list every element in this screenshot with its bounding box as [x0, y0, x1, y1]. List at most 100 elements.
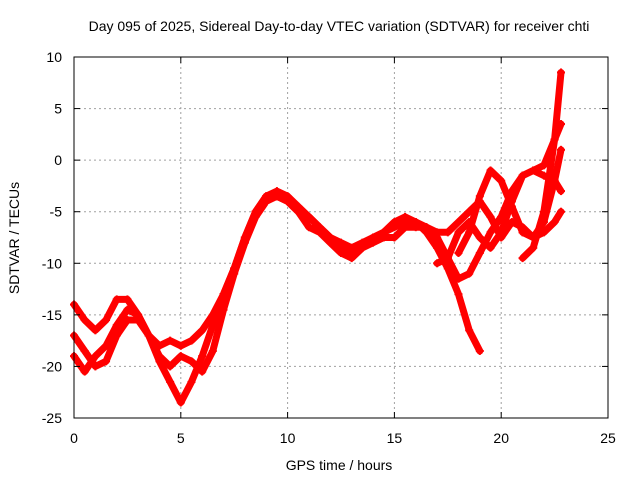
series-1-point	[166, 336, 175, 345]
series-3-point	[475, 248, 484, 257]
series-2-point	[123, 316, 132, 325]
series-5-point	[454, 248, 463, 257]
x-tick-label: 5	[177, 430, 185, 446]
series-2-point	[454, 218, 463, 227]
series-2-point	[550, 218, 559, 227]
series-4-point	[433, 259, 442, 268]
series-1-point	[187, 336, 196, 345]
series-4-point	[486, 243, 495, 252]
series-3-point	[315, 223, 324, 232]
series-2-point	[557, 207, 566, 216]
series-3-point	[454, 274, 463, 283]
y-axis-label: SDTVAR / TECUs	[6, 182, 22, 294]
series-4-point	[518, 171, 527, 180]
series-3-point	[112, 321, 121, 330]
series-2-point	[486, 212, 495, 221]
series-2-point	[80, 346, 89, 355]
x-axis-label: GPS time / hours	[286, 457, 393, 473]
series-3-point	[294, 202, 303, 211]
series-1-point	[123, 295, 132, 304]
series-4-point	[443, 254, 452, 263]
series-3-point	[358, 243, 367, 252]
series-3-point	[379, 228, 388, 237]
series-4-point	[475, 233, 484, 242]
series-3-point	[411, 218, 420, 227]
axis-ticks: 0 5 10 15 20 25 -25 -20 -15 -10 -5 0 5 10	[42, 49, 616, 446]
series-3-point	[347, 248, 356, 257]
series-4-point	[454, 228, 463, 237]
x-tick-label: 15	[387, 430, 403, 446]
series-3-point	[102, 341, 111, 350]
series-3-point	[166, 377, 175, 386]
series-3-point	[134, 310, 143, 319]
series-3-point	[422, 223, 431, 232]
data-series	[70, 68, 566, 407]
chart-title: Day 095 of 2025, Sidereal Day-to-day VTE…	[89, 18, 590, 34]
y-tick-label: -10	[42, 255, 62, 271]
series-1-point	[91, 326, 100, 335]
y-tick-label: -15	[42, 307, 62, 323]
series-4-point	[539, 161, 548, 170]
series-2-point	[208, 346, 217, 355]
series-6-point	[550, 135, 559, 144]
series-1-point	[198, 326, 207, 335]
series-6-point	[518, 254, 527, 263]
grid-lines	[74, 57, 608, 418]
series-5-point	[518, 228, 527, 237]
series-3-point	[251, 207, 260, 216]
series-5-point	[497, 176, 506, 185]
series-3-trace	[70, 167, 565, 406]
series-3-point	[176, 398, 185, 407]
series-6-point	[529, 243, 538, 252]
series-1-point	[102, 316, 111, 325]
series-3-point	[401, 218, 410, 227]
series-5-point	[475, 192, 484, 201]
series-3-point	[240, 233, 249, 242]
series-2-point	[102, 357, 111, 366]
y-tick-label: -20	[42, 358, 62, 374]
x-tick-label: 25	[600, 430, 616, 446]
series-3-point	[326, 233, 335, 242]
series-3-point	[230, 264, 239, 273]
plot-frame	[73, 56, 609, 419]
series-3-point	[369, 233, 378, 242]
series-3-point	[304, 212, 313, 221]
series-4-point	[497, 228, 506, 237]
x-tick-label: 20	[493, 430, 509, 446]
series-3-point	[337, 243, 345, 252]
series-3-point	[91, 352, 100, 361]
series-2-point	[187, 357, 196, 366]
series-2-point	[166, 362, 175, 371]
series-6-point	[557, 68, 566, 77]
series-3-point	[272, 187, 281, 196]
series-3-point	[390, 223, 399, 232]
series-6-point	[539, 207, 548, 216]
series-2-point	[176, 352, 185, 361]
y-tick-label: -5	[50, 204, 63, 220]
series-3-point	[283, 192, 292, 201]
series-3-point	[486, 228, 495, 237]
series-1-point	[454, 290, 463, 299]
series-4-trace	[433, 120, 565, 267]
series-5-point	[507, 202, 516, 211]
series-1-point	[465, 326, 474, 335]
series-2-point	[91, 362, 100, 371]
series-3-point	[80, 367, 89, 376]
series-3-point	[433, 233, 442, 242]
series-3-point	[198, 352, 207, 361]
series-5-point	[465, 228, 474, 237]
series-3-point	[187, 377, 196, 386]
series-3-point	[155, 357, 164, 366]
series-3-point	[465, 269, 474, 278]
series-3-point	[262, 192, 271, 201]
series-1-point	[176, 341, 185, 350]
y-tick-label: 0	[54, 152, 62, 168]
y-tick-label: -25	[42, 410, 62, 426]
series-1-trace	[70, 192, 484, 355]
series-3-point	[123, 305, 132, 314]
series-2-point	[304, 223, 313, 232]
x-tick-label: 10	[280, 430, 296, 446]
series-3-point	[219, 290, 228, 299]
y-tick-label: 10	[46, 49, 62, 65]
